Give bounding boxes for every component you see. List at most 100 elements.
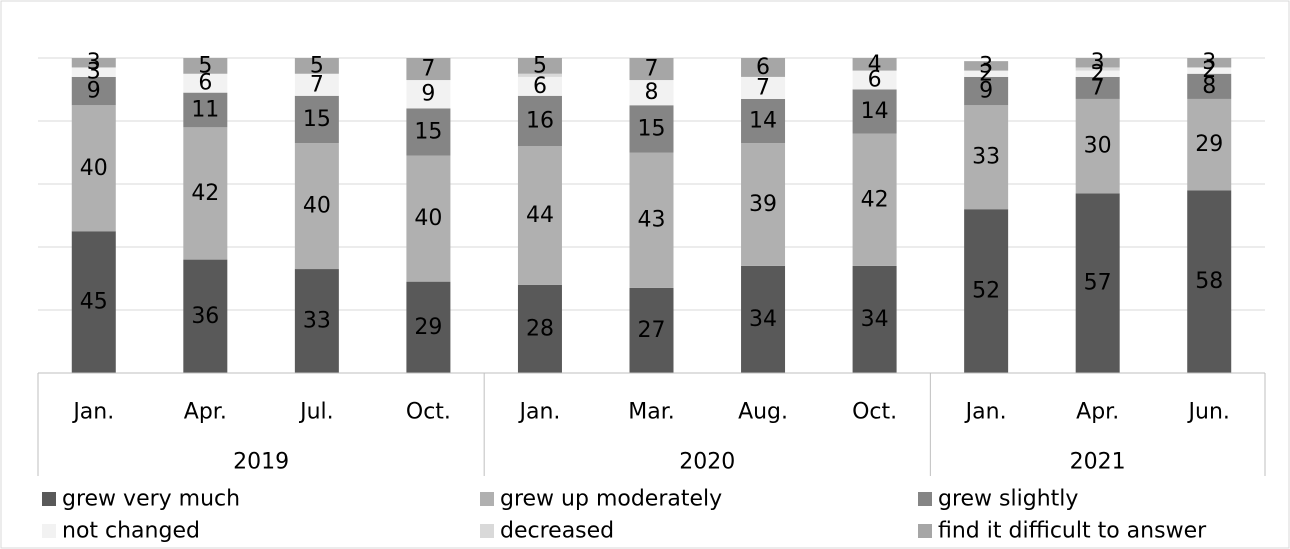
bar-segment xyxy=(517,76,562,96)
data-label: 43 xyxy=(638,208,666,233)
legend-label: not changed xyxy=(62,519,200,544)
legend: grew very much grew up moderately grew sli… xyxy=(42,487,1207,544)
data-label: 5 xyxy=(310,53,324,78)
category-tick-label: Apr. xyxy=(1076,400,1119,425)
data-label: 57 xyxy=(1084,271,1112,296)
data-label: 7 xyxy=(1091,75,1105,100)
data-label: 7 xyxy=(421,57,435,82)
bar-segment xyxy=(294,73,339,96)
data-label: 52 xyxy=(972,279,1000,304)
data-label: 9 xyxy=(979,79,993,104)
category-tick-label: Jul. xyxy=(298,400,334,425)
legend-swatch xyxy=(480,524,494,538)
data-label: 3 xyxy=(1091,50,1105,75)
data-label: 29 xyxy=(414,315,442,340)
group-label: 2019 xyxy=(233,450,289,475)
bar-segment xyxy=(406,281,451,373)
legend-swatch xyxy=(918,492,932,506)
data-label: 33 xyxy=(303,309,331,334)
data-label: 3 xyxy=(87,50,101,75)
bar-segment xyxy=(406,58,451,81)
data-label: 11 xyxy=(191,97,219,122)
bar-segment xyxy=(517,73,562,77)
data-label: 8 xyxy=(1202,74,1216,99)
category-tick-label: Jun. xyxy=(1187,400,1230,425)
bar-segment xyxy=(517,95,562,147)
bar-segment xyxy=(852,89,897,134)
bar-segment xyxy=(852,70,897,90)
bar-segment xyxy=(852,133,897,266)
category-tick-label: Mar. xyxy=(628,400,674,425)
data-label: 36 xyxy=(191,304,219,329)
group-label: 2020 xyxy=(679,450,735,475)
data-label: 28 xyxy=(526,316,554,341)
data-label: 15 xyxy=(414,120,442,145)
bar-segment xyxy=(183,92,228,128)
bar-segment xyxy=(629,152,674,288)
data-label: 34 xyxy=(861,307,889,332)
legend-label: grew very much xyxy=(62,487,240,512)
bar-segment xyxy=(183,73,228,93)
data-label: 8 xyxy=(645,80,659,105)
bar-segment xyxy=(741,58,786,77)
data-label: 30 xyxy=(1084,134,1112,159)
data-label: 7 xyxy=(310,72,324,97)
category-tick-label: Aug. xyxy=(738,400,788,425)
data-label: 40 xyxy=(80,156,108,181)
bar-segment xyxy=(517,146,562,285)
data-label: 2 xyxy=(1091,61,1105,86)
bar-segment xyxy=(741,76,786,99)
data-label: 5 xyxy=(533,53,547,78)
bar-segment xyxy=(517,284,562,373)
bar-segment xyxy=(1187,58,1232,68)
data-label: 58 xyxy=(1195,269,1223,294)
legend-label: find it difficult to answer xyxy=(938,519,1207,544)
bar-segment xyxy=(1075,193,1120,373)
legend-label: grew up moderately xyxy=(500,487,722,512)
bar-segment xyxy=(852,58,897,71)
data-label: 6 xyxy=(198,71,212,96)
data-label: 7 xyxy=(756,75,770,100)
legend-label: grew slightly xyxy=(938,487,1078,512)
data-label: 2 xyxy=(979,61,993,86)
data-label: 6 xyxy=(533,74,547,99)
bar-segment xyxy=(629,287,674,373)
category-tick-label: Oct. xyxy=(852,400,897,425)
data-label: 3 xyxy=(87,60,101,85)
data-label: 16 xyxy=(526,109,554,134)
bar-segment xyxy=(1187,67,1232,74)
data-label: 6 xyxy=(756,55,770,80)
bar-segment xyxy=(964,76,1009,106)
bar-segment xyxy=(1187,73,1232,99)
data-label: 9 xyxy=(421,82,435,107)
bar-segment xyxy=(183,259,228,373)
data-label: 14 xyxy=(749,109,777,134)
bar-segment xyxy=(741,265,786,373)
bar-segment xyxy=(964,105,1009,210)
data-label: 15 xyxy=(638,116,666,141)
bar-segment xyxy=(964,61,1009,71)
data-label: 44 xyxy=(526,203,554,228)
data-labels: 4540933364211653340157529401597284416652… xyxy=(80,50,1223,343)
bar-segment xyxy=(183,127,228,260)
category-tick-label: Jan. xyxy=(964,400,1007,425)
data-label: 40 xyxy=(414,206,442,231)
bar-segment xyxy=(517,58,562,74)
legend-swatch xyxy=(42,524,56,538)
bar-segment xyxy=(406,108,451,156)
category-tick-label: Jan. xyxy=(71,400,114,425)
bar-segment xyxy=(629,80,674,106)
legend-swatch xyxy=(42,492,56,506)
bar-segment xyxy=(406,80,451,109)
bar-segment xyxy=(964,70,1009,77)
bar-segment xyxy=(1187,98,1232,191)
category-tick-label: Oct. xyxy=(406,400,451,425)
bar-segment xyxy=(741,143,786,266)
bar-segment xyxy=(294,143,339,270)
data-label: 27 xyxy=(638,318,666,343)
bar-segment xyxy=(294,95,339,144)
data-label: 4 xyxy=(868,52,882,77)
bar-segment xyxy=(1075,58,1120,68)
bar-segment xyxy=(629,58,674,81)
